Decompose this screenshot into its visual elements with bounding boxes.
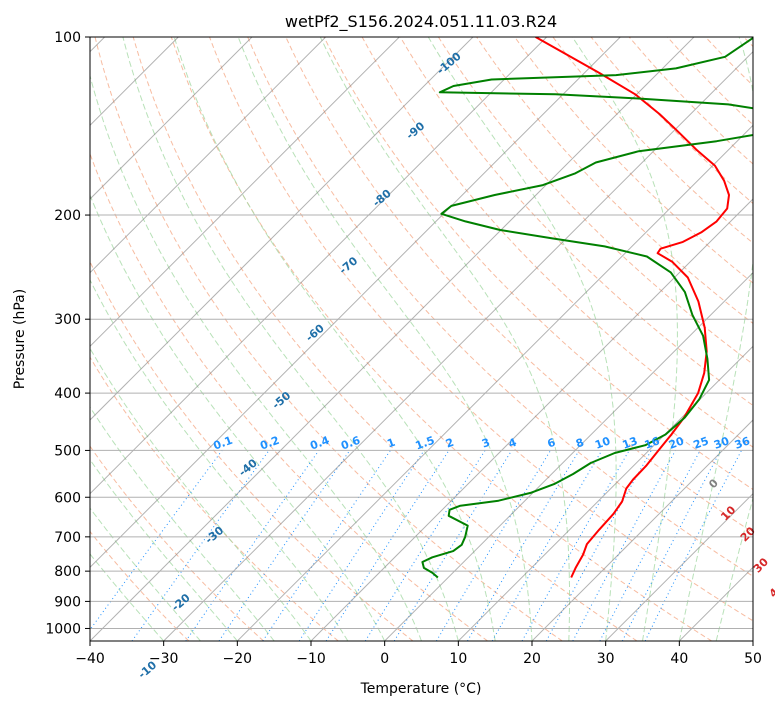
isotherm [384, 271, 753, 641]
dry-adiabat [514, 37, 753, 284]
moist-adiabat [678, 37, 753, 641]
y-tick-label: 1000 [45, 621, 81, 637]
mixing-ratio-line [185, 450, 320, 641]
moist-adiabat [427, 37, 617, 641]
mixing-ratio-label: 2 [444, 436, 456, 451]
moist-adiabat [571, 37, 678, 641]
dry-adiabat [399, 37, 753, 407]
x-axis-label: Temperature (°C) [360, 681, 482, 697]
mixing-ratio-line [572, 450, 676, 641]
x-tick-label: −30 [149, 651, 179, 667]
mixing-ratio-label: 36 [733, 434, 752, 452]
moist-adiabat [237, 37, 533, 641]
mixing-ratio-line [218, 450, 351, 641]
y-axis-label: Pressure (hPa) [12, 289, 28, 389]
isotherm [90, 37, 621, 569]
moist-adiabat-label: 40 [767, 580, 775, 600]
temperature-profile-line [535, 37, 730, 578]
y-tick-label: 800 [54, 564, 81, 580]
x-tick-label: 0 [380, 651, 389, 667]
mixing-ratio-label: 30 [712, 434, 731, 452]
mixing-ratio-line [131, 450, 270, 641]
plot-frame [89, 36, 754, 642]
dry-adiabat [247, 37, 753, 577]
mixing-ratio-line [393, 450, 513, 641]
y-tick-label: 500 [54, 443, 81, 459]
moist-adiabat [90, 507, 201, 641]
mixing-ratio-label: 1 [385, 436, 397, 451]
chart-title: wetPf2_S156.2024.051.11.03.R24 [285, 12, 557, 32]
isotherm [310, 198, 753, 641]
moist-adiabat [90, 73, 422, 641]
mixing-ratio-label: 4 [507, 436, 519, 451]
mixing-ratio-label: 0.4 [308, 434, 331, 453]
mixing-ratio-label: 1.5 [414, 434, 437, 453]
x-tick-label: −40 [75, 651, 105, 667]
x-tick-label: −20 [223, 651, 253, 667]
dry-adiabat [170, 37, 712, 641]
moist-adiabat [90, 193, 386, 641]
moist-adiabat [90, 347, 312, 641]
mixing-ratio-line [90, 450, 223, 631]
mixing-ratio-line [298, 450, 425, 641]
mixing-ratio-label: 3 [480, 436, 492, 451]
mixing-ratio-line [262, 450, 391, 641]
isotherm [605, 492, 753, 641]
moist-adiabat [173, 37, 496, 641]
mixing-ratio-label: 13 [621, 434, 640, 451]
mixing-ratio-label: 0.6 [339, 434, 362, 453]
mixing-ratio-line [545, 450, 652, 641]
isotherm [90, 37, 253, 200]
isotherm [531, 419, 753, 641]
moist-adiabat [90, 406, 275, 641]
dry-adiabat [285, 37, 753, 534]
moist-adiabat [319, 37, 570, 641]
y-tick-label: 900 [54, 594, 81, 610]
mixing-ratio-label: 6 [546, 436, 558, 451]
x-tick-label: 30 [597, 651, 615, 667]
dry-adiabat [90, 260, 414, 641]
x-tick-label: 50 [744, 651, 762, 667]
isotherm [90, 37, 327, 274]
moist-adiabat [90, 553, 165, 641]
isotherm [457, 345, 753, 641]
mixing-ratio-label: 0.2 [258, 434, 281, 453]
y-tick-label: 200 [54, 208, 81, 224]
dry-adiabat [90, 530, 190, 641]
x-tick-label: 10 [449, 651, 467, 667]
isotherm [90, 37, 400, 348]
dry-adiabat [323, 37, 753, 491]
mixing-ratio-line [325, 450, 450, 641]
moist-adiabat [90, 458, 238, 641]
dry-adiabat [132, 37, 638, 641]
mixing-ratio-label: 25 [692, 434, 711, 451]
isotherm [90, 37, 548, 495]
y-tick-label: 400 [54, 386, 81, 402]
mixing-ratio-label: 10 [593, 434, 612, 452]
isotherm [90, 37, 695, 641]
y-tick-label: 700 [54, 530, 81, 546]
y-axis: 100 200 300 400 500 600 700 800 900 1000 [45, 30, 90, 637]
y-tick-label: 600 [54, 490, 81, 506]
dewpoint-profile-line [421, 37, 753, 579]
mixing-ratio-label: 0.1 [212, 434, 235, 453]
y-tick-label: 100 [54, 30, 81, 46]
mixing-ratio-line [521, 450, 630, 641]
isotherm [90, 37, 474, 421]
moist-adiabat [122, 37, 459, 641]
mixing-ratio-label: 20 [667, 434, 686, 452]
dry-adiabat [476, 37, 753, 325]
y-tick-label: 300 [54, 312, 81, 328]
mixing-ratio-label: 8 [574, 436, 586, 451]
x-tick-label: −10 [296, 651, 326, 667]
mixing-ratio-line [644, 450, 742, 641]
profile-lines [421, 37, 753, 579]
x-tick-label: 20 [523, 651, 541, 667]
isotherm [163, 50, 753, 641]
mixing-ratio-label: 16 [643, 434, 662, 452]
x-axis: −40 −30 −20 −10 0 10 20 30 40 50 [75, 641, 762, 667]
x-tick-label: 40 [670, 651, 688, 667]
